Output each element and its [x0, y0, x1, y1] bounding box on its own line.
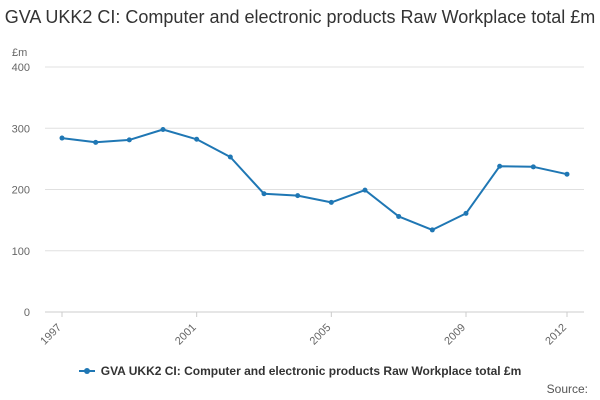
- data-point: [126, 137, 132, 143]
- legend-label: GVA UKK2 CI: Computer and electronic pro…: [100, 364, 522, 378]
- data-point: [396, 213, 402, 219]
- data-point: [59, 135, 65, 141]
- chart-title: GVA UKK2 CI: Computer and electronic pro…: [4, 7, 596, 27]
- source-label: Source:: [546, 382, 588, 396]
- data-point: [93, 139, 99, 145]
- data-point: [429, 227, 435, 233]
- series-line: [61, 128, 568, 231]
- data-point: [530, 164, 536, 170]
- x-tick-label: 2005: [308, 322, 334, 348]
- y-tick-label: 100: [12, 246, 30, 258]
- data-point: [160, 126, 166, 132]
- legend-swatch: [78, 364, 95, 378]
- data-point: [328, 199, 334, 205]
- y-tick-label: 300: [12, 123, 30, 135]
- data-point: [261, 191, 267, 197]
- data-point: [227, 154, 233, 160]
- x-tick-label: 2009: [442, 322, 468, 348]
- data-point: [194, 136, 200, 142]
- data-point: [295, 193, 301, 199]
- x-tick-label: 1997: [38, 322, 64, 348]
- x-tick-label: 2001: [173, 322, 199, 348]
- y-tick-label: 0: [24, 307, 30, 319]
- legend[interactable]: GVA UKK2 CI: Computer and electronic pro…: [0, 364, 600, 378]
- legend-swatch-marker: [83, 368, 90, 374]
- y-tick-label: 200: [12, 185, 30, 197]
- data-point: [564, 171, 570, 177]
- y-axis-unit-label: £m: [12, 47, 27, 59]
- data-point: [463, 210, 469, 216]
- x-tick-label: 2012: [543, 322, 569, 348]
- data-point: [497, 163, 503, 169]
- y-tick-label: 400: [12, 62, 30, 74]
- data-point: [362, 187, 368, 193]
